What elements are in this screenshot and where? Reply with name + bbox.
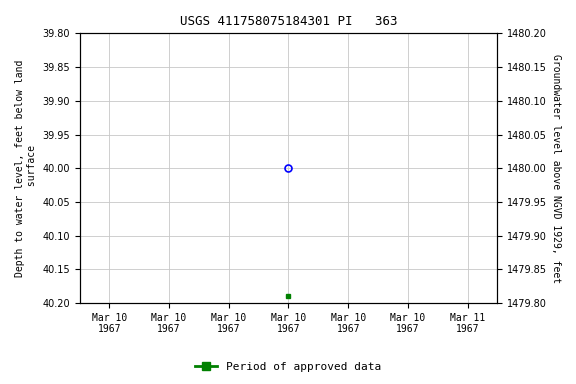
Title: USGS 411758075184301 PI   363: USGS 411758075184301 PI 363 bbox=[180, 15, 397, 28]
Legend: Period of approved data: Period of approved data bbox=[191, 358, 385, 377]
Y-axis label: Depth to water level, feet below land
 surface: Depth to water level, feet below land su… bbox=[15, 60, 37, 277]
Y-axis label: Groundwater level above NGVD 1929, feet: Groundwater level above NGVD 1929, feet bbox=[551, 54, 561, 283]
